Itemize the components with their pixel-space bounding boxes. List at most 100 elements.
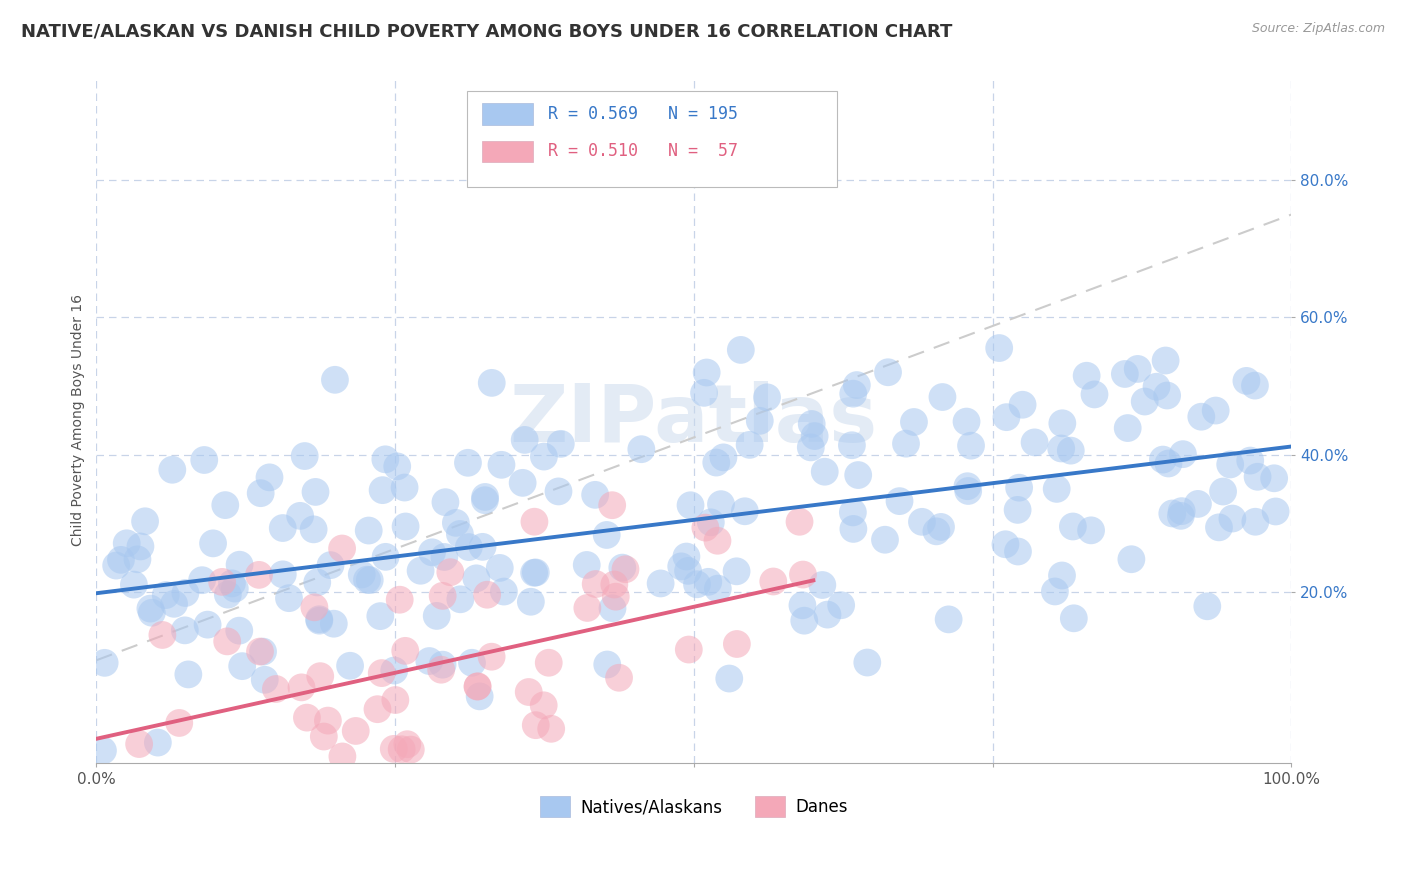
Point [1187,497,1209,511]
Point [585,577,607,591]
Point [1114,367,1136,381]
Point [391,742,413,756]
Point [115,536,138,550]
Point [155,588,177,602]
Point [1050,442,1073,456]
Point [1116,421,1139,435]
Point [384,693,406,707]
Point [607,671,630,685]
Point [988,341,1011,355]
Point [249,644,271,658]
Point [725,564,748,578]
Point [811,578,834,592]
Point [312,730,335,744]
Point [650,576,672,591]
Point [520,595,543,609]
Point [1219,458,1241,472]
Point [394,644,416,658]
Point [426,608,449,623]
Point [995,410,1018,425]
Point [575,558,598,572]
Point [492,584,515,599]
Point [150,628,173,642]
Point [129,540,152,554]
Point [371,666,394,681]
Point [457,777,479,791]
Point [387,459,409,474]
Point [259,470,281,484]
Point [332,749,354,764]
Point [110,553,132,567]
Text: Source: ZipAtlas.com: Source: ZipAtlas.com [1251,22,1385,36]
Point [842,386,865,401]
Point [800,441,823,455]
Point [197,617,219,632]
Point [803,429,825,443]
Point [1156,388,1178,402]
Point [1063,611,1085,625]
Point [846,468,869,483]
Point [630,442,652,457]
Point [382,742,405,756]
Point [457,456,479,470]
Point [432,657,454,672]
Point [1154,353,1177,368]
Point [444,823,467,838]
Text: ZIPatlas: ZIPatlas [510,381,877,459]
Point [696,366,718,380]
Legend: Natives/Alaskans, Danes: Natives/Alaskans, Danes [533,789,855,823]
Point [304,600,326,615]
Point [93,656,115,670]
Point [271,521,294,535]
Point [706,533,728,548]
Point [931,390,953,404]
Point [800,417,823,431]
Point [713,450,735,465]
Point [432,589,454,603]
Point [911,515,934,529]
Point [596,528,619,542]
Point [960,439,983,453]
Point [394,519,416,533]
Point [134,514,156,528]
Point [449,527,471,541]
Point [1234,374,1257,388]
Point [707,582,730,596]
Point [1197,599,1219,614]
Text: NATIVE/ALASKAN VS DANISH CHILD POVERTY AMONG BOYS UNDER 16 CORRELATION CHART: NATIVE/ALASKAN VS DANISH CHILD POVERTY A… [21,22,952,40]
Point [762,574,785,589]
Point [316,714,339,728]
Point [409,564,432,578]
Point [1212,484,1234,499]
Point [249,486,271,500]
Point [830,599,852,613]
Point [671,559,693,574]
Point [344,723,367,738]
Point [304,484,326,499]
Point [903,415,925,429]
Point [1263,471,1285,485]
Point [1046,482,1069,496]
Point [162,463,184,477]
Point [467,679,489,693]
Point [371,483,394,497]
Point [1050,568,1073,582]
Text: R = 0.569   N = 195: R = 0.569 N = 195 [548,105,738,123]
Point [224,582,246,596]
Point [481,649,503,664]
Point [583,488,606,502]
Point [264,681,287,696]
Point [467,680,489,694]
Point [399,742,422,756]
Point [1043,584,1066,599]
FancyBboxPatch shape [482,103,533,126]
Point [842,522,865,536]
Point [228,624,250,638]
Point [725,637,748,651]
Point [193,453,215,467]
Point [457,540,479,554]
Point [596,657,619,672]
Point [330,541,353,556]
Point [481,376,503,390]
Point [396,737,419,751]
